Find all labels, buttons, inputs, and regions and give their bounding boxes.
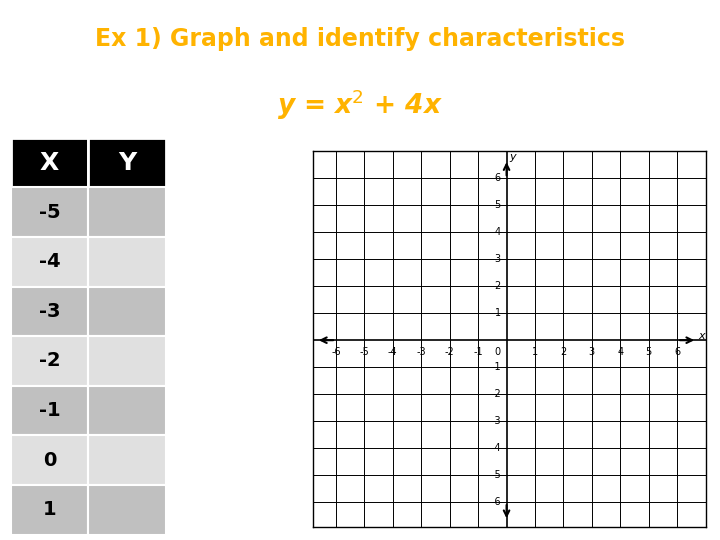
Text: -1: -1	[491, 362, 501, 372]
Text: 1: 1	[495, 308, 501, 318]
Text: 4: 4	[617, 347, 624, 357]
Text: -6: -6	[491, 497, 501, 507]
Text: -5: -5	[39, 202, 60, 221]
Text: 2: 2	[560, 347, 567, 357]
Text: 5: 5	[495, 200, 501, 210]
Text: 4: 4	[495, 227, 501, 237]
Bar	[88, 485, 166, 535]
Text: -2: -2	[445, 347, 454, 357]
Bar	[88, 138, 166, 187]
Text: -5: -5	[359, 347, 369, 357]
Text: -1: -1	[39, 401, 60, 420]
Text: -4: -4	[388, 347, 397, 357]
Text: -1: -1	[473, 347, 483, 357]
Bar	[88, 287, 166, 336]
Bar	[11, 435, 88, 485]
Text: y = x$^2$ + 4x: y = x$^2$ + 4x	[277, 87, 443, 122]
Text: -3: -3	[39, 302, 60, 321]
Text: 3: 3	[589, 347, 595, 357]
Bar	[11, 187, 88, 237]
Bar	[88, 237, 166, 287]
Text: 0: 0	[42, 451, 56, 470]
Bar	[11, 485, 88, 535]
Text: Ex 1) Graph and identify characteristics: Ex 1) Graph and identify characteristics	[95, 26, 625, 51]
Text: -4: -4	[39, 252, 60, 271]
Bar	[11, 336, 88, 386]
Bar	[88, 435, 166, 485]
Text: -3: -3	[416, 347, 426, 357]
Text: -6: -6	[331, 347, 341, 357]
Text: -5: -5	[491, 470, 501, 480]
Text: 0: 0	[495, 347, 501, 357]
Bar	[11, 386, 88, 435]
Text: 1: 1	[42, 500, 56, 519]
Text: -3: -3	[491, 416, 501, 426]
Text: -2: -2	[491, 389, 501, 399]
Text: x: x	[698, 331, 705, 341]
Text: 2: 2	[495, 281, 501, 291]
Bar	[88, 187, 166, 237]
Text: 5: 5	[646, 347, 652, 357]
Text: 6: 6	[495, 173, 501, 183]
Text: -2: -2	[39, 352, 60, 370]
Text: Y: Y	[118, 151, 136, 174]
Text: y: y	[509, 152, 516, 161]
Bar	[11, 237, 88, 287]
Text: 1: 1	[532, 347, 538, 357]
Text: -4: -4	[491, 443, 501, 453]
Bar	[88, 386, 166, 435]
Bar	[11, 138, 88, 187]
Text: 3: 3	[495, 254, 501, 264]
Text: 6: 6	[674, 347, 680, 357]
Bar	[88, 336, 166, 386]
Bar	[11, 287, 88, 336]
Text: X: X	[40, 151, 59, 174]
